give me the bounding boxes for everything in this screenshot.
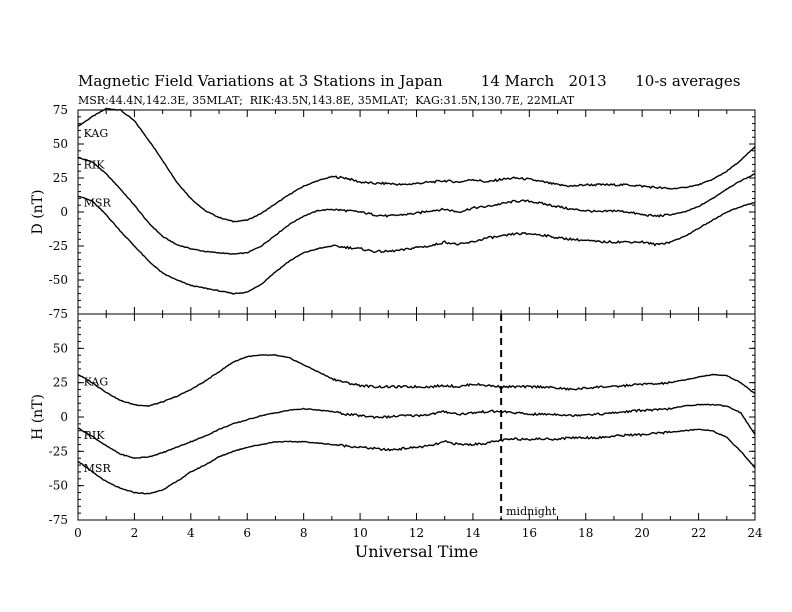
y-axis-label: H (nT) [30, 394, 46, 440]
series-label-rik: RIK [84, 158, 106, 171]
series-line-msr-h [77, 428, 756, 495]
y-tick-label: -75 [49, 513, 68, 527]
x-tick-label: 18 [578, 526, 593, 540]
station-info: MSR:44.4N,142.3E, 35MLAT; RIK:43.5N,143.… [78, 94, 575, 107]
x-tick-label: 0 [74, 526, 82, 540]
y-tick-label: 75 [53, 103, 68, 117]
y-tick-label: 50 [53, 341, 68, 355]
x-tick-label: 2 [131, 526, 139, 540]
series-label-kag: KAG [84, 127, 109, 140]
y-tick-label: -25 [49, 444, 68, 458]
series-line-rik-d [77, 157, 756, 255]
x-tick-label: 20 [635, 526, 650, 540]
x-tick-label: 10 [352, 526, 367, 540]
midnight-label: midnight [506, 505, 557, 518]
y-tick-label: -75 [49, 307, 68, 321]
x-tick-label: 14 [465, 526, 481, 540]
x-tick-label: 16 [522, 526, 537, 540]
x-axis-label: Universal Time [355, 542, 478, 561]
x-tick-label: 22 [691, 526, 706, 540]
panel-frame-H [77, 313, 756, 521]
series-label-rik: RIK [84, 429, 106, 442]
series-label-msr: MSR [84, 462, 112, 475]
series-label-kag: KAG [84, 375, 109, 388]
y-tick-label: 0 [60, 410, 68, 424]
y-tick-label: -25 [49, 239, 68, 253]
y-tick-label: -50 [49, 273, 68, 287]
y-tick-label: -50 [49, 479, 68, 493]
y-tick-label: 25 [53, 376, 68, 390]
x-tick-label: 6 [243, 526, 251, 540]
x-tick-label: 12 [409, 526, 424, 540]
y-tick-label: 25 [53, 171, 68, 185]
y-axis-label: D (nT) [30, 190, 46, 235]
series-label-msr: MSR [84, 197, 112, 210]
series-line-kag-d [77, 107, 756, 223]
chart-title: Magnetic Field Variations at 3 Stations … [78, 72, 741, 90]
y-tick-label: 50 [53, 137, 68, 151]
series-line-rik-h [77, 403, 756, 459]
x-tick-label: 24 [747, 526, 763, 540]
x-tick-label: 8 [300, 526, 308, 540]
x-tick-label: 4 [187, 526, 195, 540]
series-line-kag-h [77, 354, 756, 407]
series-line-msr-d [77, 195, 756, 295]
y-tick-label: 0 [60, 205, 68, 219]
